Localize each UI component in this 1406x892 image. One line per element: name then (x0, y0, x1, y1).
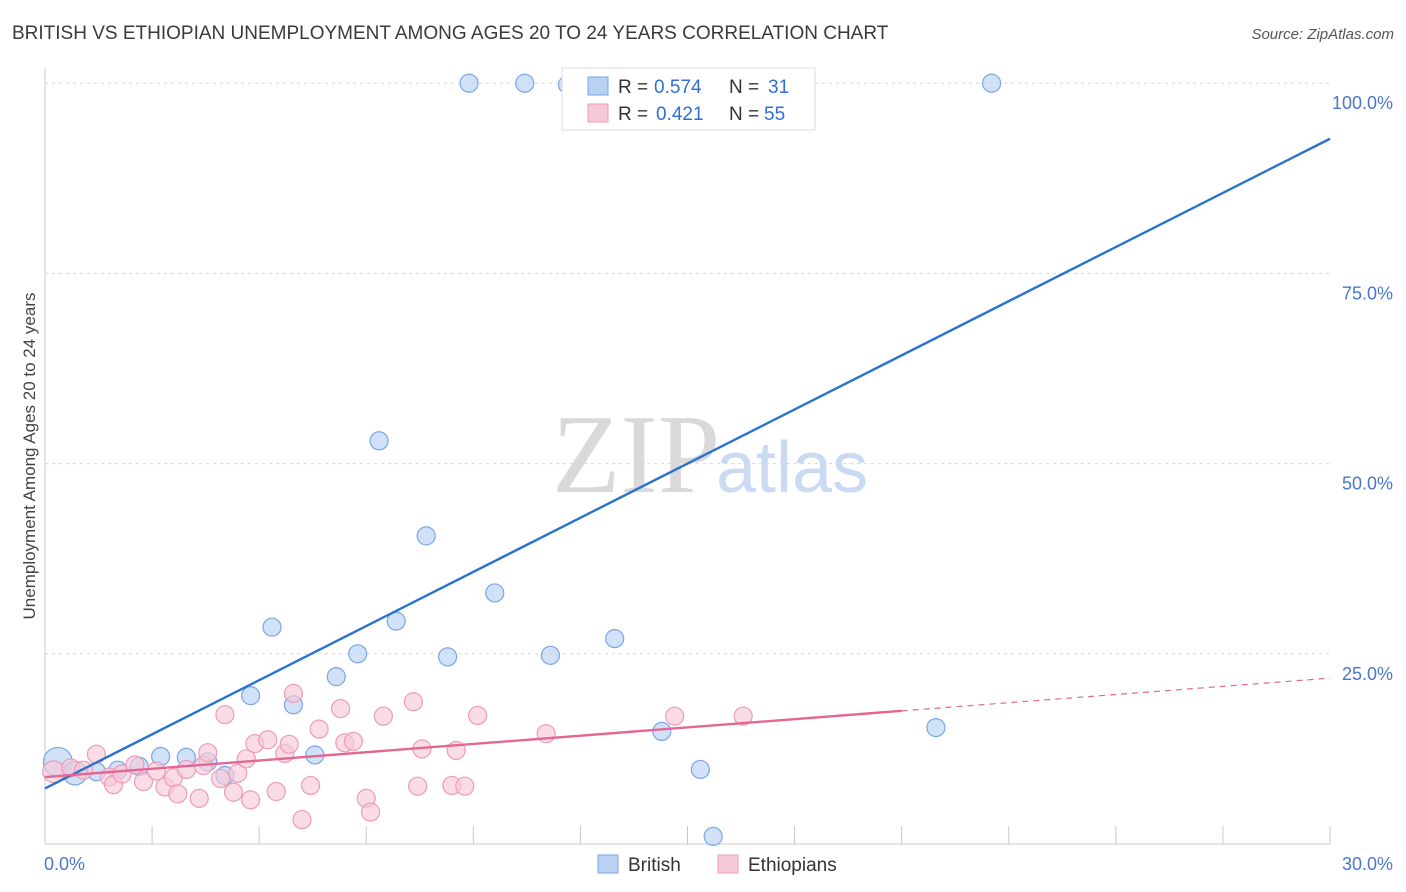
british-point-9 (241, 686, 261, 706)
british-point-26 (690, 759, 710, 780)
british-point-17 (416, 526, 436, 546)
x-tick-label-max: 30.0% (1342, 854, 1393, 874)
ethiopians-trend-line (44, 709, 902, 779)
y-tick-label-100: 100.0% (1332, 93, 1393, 113)
legend-r-label-british: R = (618, 77, 648, 98)
legend-n-label-ethiopians: N = (729, 104, 759, 125)
bottom-legend: British Ethiopians (597, 854, 837, 876)
y-tick-label-75: 75.0% (1342, 283, 1393, 303)
ethiopians-point-9 (146, 761, 166, 781)
bottom-legend-swatch-ethiopians (717, 854, 739, 874)
british-point-24 (605, 628, 625, 649)
watermark-zip: ZIP (552, 393, 720, 517)
british-point-15 (369, 431, 389, 451)
ethiopians-point-16 (198, 743, 218, 763)
chart-title: BRITISH VS ETHIOPIAN UNEMPLOYMENT AMONG … (12, 23, 889, 44)
british-point-19 (459, 73, 479, 93)
legend-swatch-british (587, 76, 609, 96)
y-tick-label-50: 50.0% (1342, 474, 1393, 494)
ethiopians-point-43 (455, 776, 475, 796)
ethiopians-point-47 (733, 706, 753, 726)
ethiopians-point-34 (343, 731, 363, 751)
ethiopians-point-13 (176, 759, 196, 780)
trend-layer (44, 137, 1331, 790)
ethiopians-point-46 (665, 706, 685, 726)
chart-source: Source: ZipAtlas.com (1251, 26, 1394, 43)
british-point-29 (926, 717, 946, 738)
ethiopians-point-28 (283, 683, 304, 703)
ethiopians-point-17 (211, 768, 231, 789)
ethiopians-point-14 (189, 788, 209, 808)
ethiopians-point-44 (468, 705, 488, 726)
x-tick-label-min: 0.0% (44, 854, 85, 874)
y-axis-tick-labels: 25.0% 50.0% 75.0% 100.0% (1332, 93, 1393, 684)
british-point-18 (438, 647, 458, 667)
points-layer (42, 73, 1002, 846)
british-point-30 (982, 73, 1002, 93)
ethiopians-point-20 (228, 763, 248, 783)
ethiopians-point-39 (408, 776, 428, 796)
british-trend-line (44, 137, 1331, 790)
ethiopians-point-12 (168, 784, 188, 804)
ethiopians-point-8 (133, 772, 154, 792)
y-tick-label-25: 25.0% (1342, 664, 1393, 684)
series-ethiopians-points (42, 683, 753, 830)
ethiopians-point-37 (373, 706, 393, 726)
british-point-14 (348, 644, 368, 664)
ethiopians-point-29 (292, 810, 312, 830)
ethiopians-point-21 (236, 749, 256, 769)
legend-box: R = 0.574 N = 31 R = 0.421 N = 55 (561, 67, 816, 131)
ethiopians-point-22 (241, 790, 261, 810)
ethiopians-point-25 (266, 781, 286, 802)
british-point-13 (326, 667, 346, 687)
legend-r-value-british: 0.574 (654, 77, 702, 98)
british-point-22 (540, 645, 561, 665)
legend-n-label-british: N = (729, 77, 759, 98)
ethiopians-point-32 (330, 698, 351, 719)
ethiopians-point-18 (215, 705, 235, 725)
legend-r-label-ethiopians: R = (618, 104, 648, 125)
ethiopians-point-24 (258, 730, 278, 750)
british-point-10 (262, 617, 282, 637)
legend-n-value-ethiopians: 55 (764, 104, 785, 125)
bottom-legend-label-ethiopians: Ethiopians (748, 855, 837, 876)
ethiopians-point-19 (223, 782, 244, 802)
legend-swatch-ethiopians (587, 103, 609, 123)
ethiopians-point-38 (403, 692, 423, 712)
british-point-20 (485, 583, 505, 603)
legend-n-value-british: 31 (768, 77, 789, 98)
british-point-25 (652, 721, 672, 742)
bottom-legend-label-british: British (628, 855, 681, 876)
gridlines (45, 82, 1330, 655)
ethiopians-point-27 (279, 734, 299, 754)
ethiopians-trend-line-extension (901, 677, 1331, 712)
ethiopians-point-36 (360, 802, 381, 822)
watermark-atlas: atlas (716, 428, 868, 508)
x-axis-ticks (44, 826, 1331, 844)
bottom-legend-swatch-british (597, 854, 619, 874)
y-axis-label: Unemployment Among Ages 20 to 24 years (20, 293, 39, 620)
ethiopians-point-31 (309, 719, 329, 739)
ethiopians-point-30 (300, 775, 321, 796)
british-point-21 (515, 73, 535, 93)
british-point-27 (703, 826, 723, 846)
legend-r-value-ethiopians: 0.421 (656, 104, 704, 125)
watermark: ZIP atlas (552, 393, 868, 517)
